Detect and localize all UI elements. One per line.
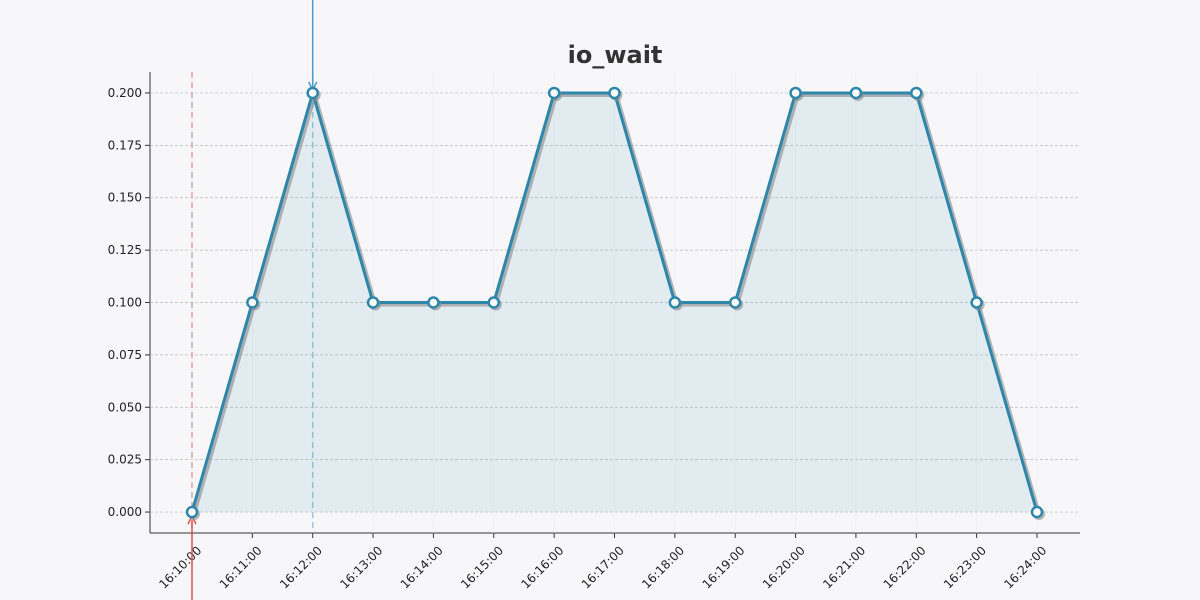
y-tick-label: 0.175 <box>108 138 142 152</box>
marker <box>668 296 682 309</box>
y-tick-label: 0.100 <box>108 296 142 310</box>
marker <box>789 86 802 100</box>
y-tick-label: 0.200 <box>108 86 142 100</box>
y-tick-label: 0.000 <box>108 505 142 519</box>
marker <box>427 296 440 309</box>
area <box>192 92 1037 513</box>
marker <box>487 296 501 309</box>
y-tick-label: 0.150 <box>108 191 142 205</box>
marker <box>185 505 199 519</box>
marker <box>547 86 561 100</box>
marker <box>849 86 863 100</box>
y-tick-label: 0.025 <box>108 453 142 467</box>
marker <box>366 296 380 309</box>
y-tick-label: 0.125 <box>108 243 142 257</box>
marker <box>1030 505 1044 519</box>
marker <box>246 296 259 309</box>
marker <box>910 86 923 100</box>
marker <box>608 86 621 100</box>
marker <box>970 296 983 309</box>
marker <box>306 86 319 100</box>
y-tick-label: 0.075 <box>108 348 142 362</box>
marker <box>728 296 742 309</box>
y-tick-label: 0.050 <box>108 400 142 414</box>
chart-title: io_wait <box>568 41 663 69</box>
